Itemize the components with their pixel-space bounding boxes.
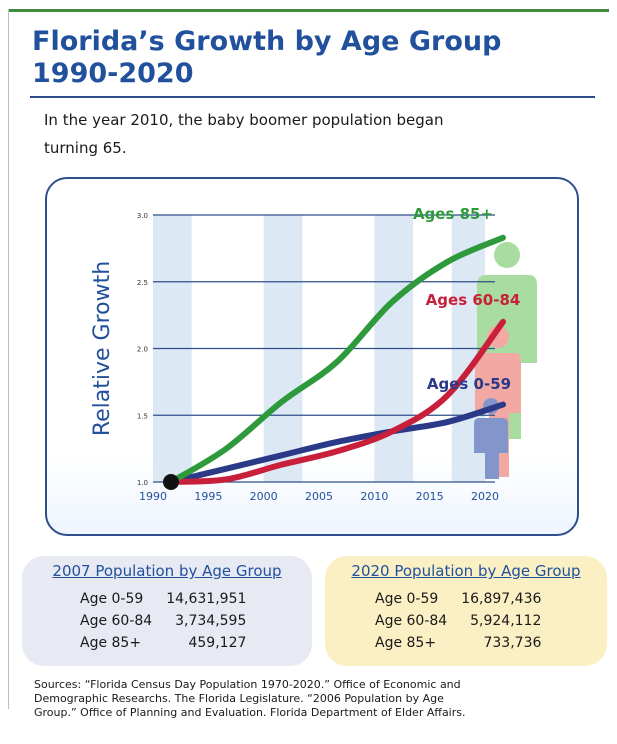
x-tick-1990: 1990 [139,490,167,503]
stats-2007-title: 2007 Population by Age Group [52,562,282,580]
stats-2020-panel: 2020 Population by Age Group Age 0-59 16,… [325,556,607,666]
stats-2020-table: Age 0-59 16,897,436 Age 60-84 5,924,112 Ag… [375,588,541,654]
row-value: 733,736 [483,635,542,651]
person-85-head [494,242,520,268]
row-label: Age 0-59 [80,591,144,607]
table-row: Age 60-84 3,734,595 [80,610,246,632]
y-axis-label: Relative Growth [90,261,115,436]
series-line-ages-60-84 [168,318,506,485]
series-line-ages-0-59 [168,401,506,485]
row-label: Age 60-84 [375,613,448,629]
intro-line-1: In the year 2010, the baby boomer popula… [44,111,444,129]
row-value: 16,897,436 [461,591,542,607]
y-tick-3.0: 3.0 [137,212,148,220]
y-tick-1.0: 1.0 [137,479,148,487]
x-tick-2000: 2000 [250,490,278,503]
table-row: Age 0-59 16,897,436 [375,588,541,610]
intro-text: In the year 2010, the baby boomer popula… [44,106,564,162]
sources-line-3: Group.” Office of Planning and Evaluatio… [34,706,466,719]
x-tick-2020: 2020 [471,490,499,503]
title-line-2: 1990-2020 [32,58,194,89]
x-tick-2015: 2015 [416,490,444,503]
title-line-1: Florida’s Growth by Age Group [32,26,502,57]
row-label: Age 0-59 [375,591,439,607]
table-row: Age 60-84 5,924,112 [375,610,541,632]
row-label: Age 85+ [375,635,437,651]
person-0-body [474,418,508,479]
sources-line-2: Demographic Researchs. The Florida Legis… [34,692,444,705]
intro-line-2: turning 65. [44,139,127,157]
row-value: 5,924,112 [470,613,542,629]
person-60-body [475,353,521,477]
table-row: Age 0-59 14,631,951 [80,588,246,610]
sources-line-1: Sources: “Florida Census Day Population … [34,678,461,691]
sources-note: Sources: “Florida Census Day Population … [34,678,604,720]
x-tick-2005: 2005 [305,490,333,503]
series-label-ages-85-: Ages 85+ [413,205,493,223]
row-label: Age 85+ [80,635,142,651]
left-border [8,9,9,709]
x-tick-labels: 1990 1995 2000 2005 2010 2015 2020 [139,490,499,503]
row-label: Age 60-84 [80,613,153,629]
series-labels: Ages 85+ Ages 60-84 Ages 0-59 [413,205,520,393]
stats-2007-table: Age 0-59 14,631,951 Age 60-84 3,734,595 Ag… [80,588,246,654]
growth-chart: 1.0 1.5 2.0 2.5 3.0 1990 1995 2000 2005 2010 2015… [90,205,537,503]
row-value: 3,734,595 [175,613,247,629]
table-row: Age 85+ 459,127 [80,632,246,654]
series-label-ages-60-84: Ages 60-84 [426,291,521,309]
stats-2007-panel: 2007 Population by Age Group Age 0-59 14,… [22,556,312,666]
y-tick-1.5: 1.5 [137,412,148,420]
series-lines [168,234,506,485]
table-row: Age 85+ 733,736 [375,632,541,654]
title-divider [30,96,595,98]
series-label-ages-0-59: Ages 0-59 [427,375,511,393]
y-tick-2.5: 2.5 [137,279,148,287]
row-value: 14,631,951 [166,591,247,607]
y-tick-2.0: 2.0 [137,346,148,354]
stats-2020-title: 2020 Population by Age Group [351,562,581,580]
series-line-ages-85- [168,234,506,485]
x-tick-2010: 2010 [360,490,388,503]
row-value: 459,127 [188,635,247,651]
x-tick-1995: 1995 [194,490,222,503]
origin-point [163,474,179,490]
y-tick-labels: 1.0 1.5 2.0 2.5 3.0 [137,212,148,487]
top-border [8,9,609,12]
page-title: Florida’s Growth by Age Group 1990-2020 [32,26,592,90]
